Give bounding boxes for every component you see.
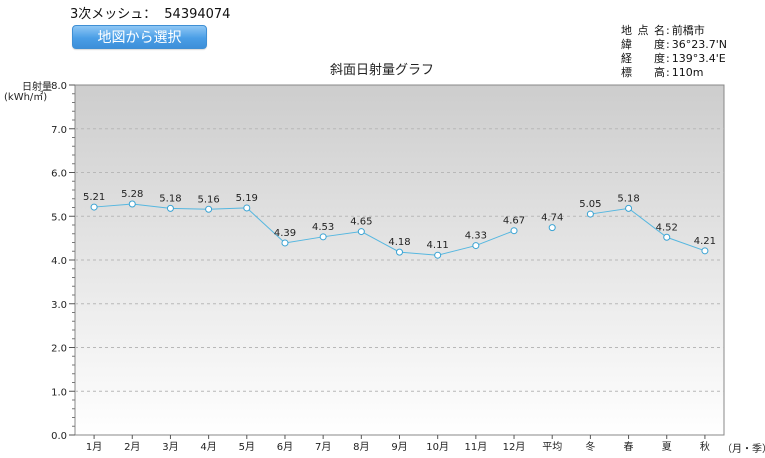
select-from-map-button[interactable]: 地図から選択 <box>72 25 207 49</box>
data-label: 5.16 <box>197 194 219 205</box>
y-tick-label: 0.0 <box>51 431 67 442</box>
location-row-elevation: 標高:110m <box>621 66 704 79</box>
location-label: 経度 <box>621 52 665 65</box>
x-tick-label: 平均 <box>542 441 562 453</box>
data-label: 5.05 <box>579 199 601 210</box>
location-label: 地点名 <box>621 24 665 37</box>
data-point <box>586 210 594 218</box>
data-label: 5.28 <box>121 189 143 200</box>
x-tick-label: 夏 <box>662 441 672 453</box>
location-info: 地点名: 前橋市 緯度:36°23.7'N 経度:139°3.4'E 標高:110… <box>621 24 727 80</box>
data-label: 5.18 <box>159 193 181 204</box>
y-axis-unit: (kWh/㎡) <box>4 91 47 103</box>
y-tick-label: 8.0 <box>51 81 67 92</box>
data-label: 4.11 <box>427 240 449 251</box>
x-tick-label: 7月 <box>315 441 331 453</box>
data-label: 4.65 <box>350 217 372 228</box>
x-tick-label: 8月 <box>353 441 369 453</box>
y-tick-label: 7.0 <box>51 125 67 136</box>
y-tick-label: 6.0 <box>51 169 67 180</box>
x-axis: 1月 2月 3月 4月 5月 6月 7月 8月 9月 10月 11月 12月 平均 冬 春 夏 秋 <box>86 435 710 453</box>
x-tick-label: 9月 <box>391 441 407 453</box>
data-point <box>243 204 251 212</box>
data-points <box>90 200 709 259</box>
chart-title: 斜面日射量グラフ <box>330 62 434 78</box>
series-line-segment <box>94 203 515 256</box>
x-tick-label: 5月 <box>239 441 255 453</box>
data-label: 4.67 <box>503 216 525 227</box>
location-row-latitude: 緯度:36°23.7'N <box>621 38 727 51</box>
data-label: 4.33 <box>465 231 487 242</box>
y-axis: 0.0 1.0 2.0 3.0 4.0 5.0 6.0 7.0 8.0 <box>51 81 75 442</box>
data-point <box>663 233 671 241</box>
location-label: 緯度 <box>621 38 665 51</box>
mesh-code: 54394074 <box>164 7 231 22</box>
data-point <box>205 205 213 213</box>
data-label: 4.52 <box>656 222 678 233</box>
y-tick-label: 2.0 <box>51 344 67 355</box>
mesh-label: 3次メッシュ： <box>70 7 157 22</box>
series-line-segment <box>590 207 706 252</box>
data-point <box>625 204 633 212</box>
data-label: 4.21 <box>694 236 716 247</box>
data-label: 5.21 <box>83 192 105 203</box>
y-tick-label: 4.0 <box>51 256 67 267</box>
data-point <box>434 251 442 259</box>
location-value: 139°3.4'E <box>671 52 726 65</box>
data-labels: 5.21 5.28 5.18 5.16 5.19 4.39 4.53 4.65 4.18 4.11… <box>83 189 716 251</box>
grid-lines <box>75 128 724 392</box>
data-point <box>281 239 289 247</box>
data-label: 5.19 <box>236 193 258 204</box>
data-point <box>472 242 480 250</box>
x-tick-label: 10月 <box>426 441 449 453</box>
data-point <box>357 228 365 236</box>
x-tick-label: 12月 <box>503 441 526 453</box>
location-label: 標高 <box>621 66 665 79</box>
x-tick-label: 4月 <box>200 441 216 453</box>
data-point <box>701 247 709 255</box>
data-label: 4.74 <box>541 213 563 224</box>
data-label: 4.39 <box>274 228 296 239</box>
location-row-name: 地点名: 前橋市 <box>621 24 705 37</box>
x-tick-label: 冬 <box>585 440 595 453</box>
y-tick-label: 3.0 <box>51 300 67 311</box>
location-value: 前橋市 <box>671 24 705 37</box>
location-row-longitude: 経度:139°3.4'E <box>621 52 726 65</box>
location-value: 110m <box>671 66 704 79</box>
data-point <box>128 200 136 208</box>
x-tick-label: 秋 <box>700 440 710 453</box>
series-line <box>94 203 706 256</box>
data-label: 4.18 <box>388 237 410 248</box>
data-label: 5.18 <box>617 193 639 204</box>
data-point <box>319 233 327 241</box>
x-tick-label: 3月 <box>162 441 178 453</box>
x-tick-label: 11月 <box>464 441 487 453</box>
data-point <box>510 227 518 235</box>
data-point <box>90 203 98 211</box>
x-tick-label: 1月 <box>86 441 102 453</box>
y-tick-label: 1.0 <box>51 387 67 398</box>
data-point <box>166 204 174 212</box>
data-point <box>396 248 403 256</box>
y-axis-label: 日射量 <box>22 81 52 93</box>
x-tick-label: 6月 <box>277 441 293 453</box>
data-label: 4.53 <box>312 222 334 233</box>
mesh-code-display: 3次メッシュ： 54394074 <box>70 3 230 22</box>
x-axis-unit: （月・季） <box>722 443 765 455</box>
location-value: 36°23.7'N <box>671 38 727 51</box>
x-tick-label: 2月 <box>124 441 140 453</box>
y-tick-label: 5.0 <box>51 212 67 223</box>
data-point <box>548 224 556 232</box>
x-tick-label: 春 <box>624 441 634 453</box>
